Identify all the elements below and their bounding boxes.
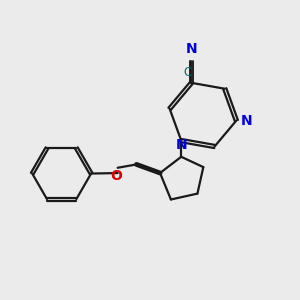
Text: O: O <box>110 169 122 183</box>
Text: C: C <box>184 66 192 80</box>
Text: N: N <box>241 113 252 128</box>
Text: N: N <box>176 137 187 152</box>
Text: N: N <box>186 42 197 56</box>
